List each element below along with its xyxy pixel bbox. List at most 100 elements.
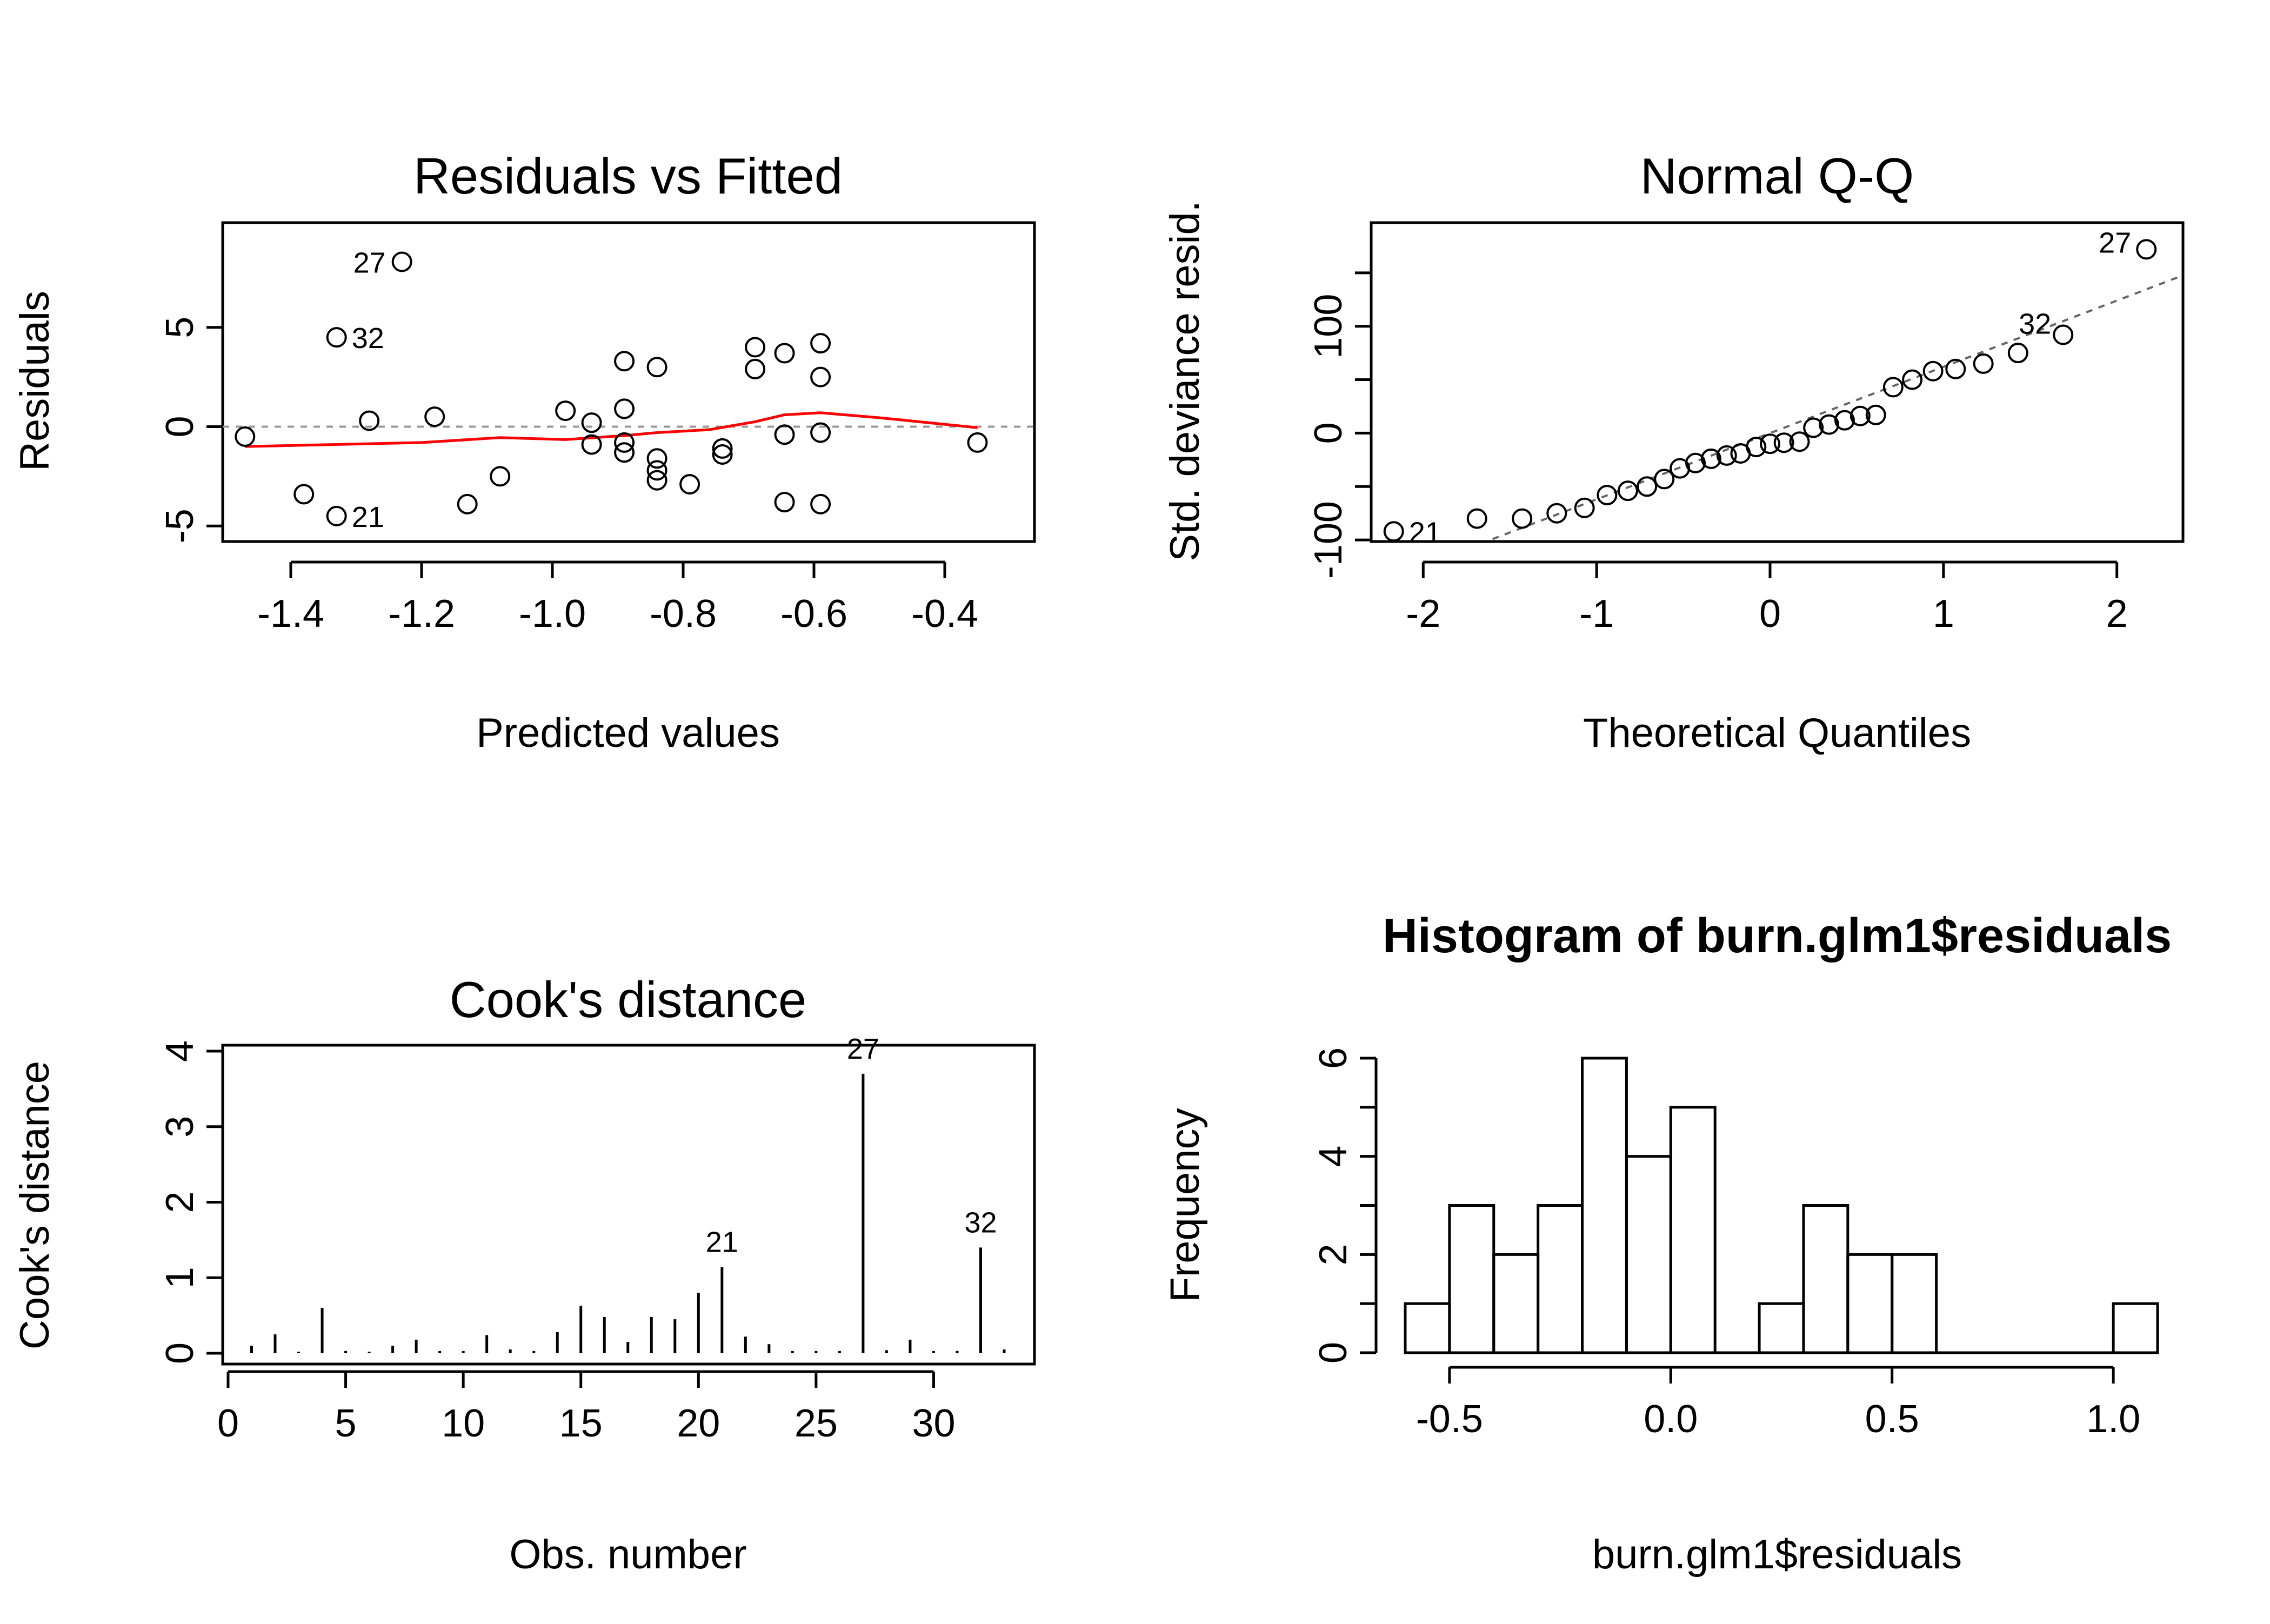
data-point [1773,432,1794,453]
data-point [614,442,635,463]
y-tick-label: -100 [1307,501,1350,579]
data-point [391,251,412,272]
data-point [967,432,988,453]
y-tick-label: 4 [1312,1146,1355,1167]
point-label: 32 [964,1206,997,1239]
data-point [1803,417,1824,438]
plot-frame [1370,221,2185,543]
x-tick-label: 0.5 [1865,1398,1919,1441]
normal-qq-panel: Normal Q-Q Theoretical Quantiles Std. de… [1162,148,2185,756]
y-tick-label: 1 [158,1267,202,1288]
data-point [1574,497,1595,518]
y-tick-label: 0 [1307,422,1350,444]
x-tick-label: 0 [1759,592,1781,636]
histogram-bar [1537,1204,1584,1354]
data-point [1850,405,1871,426]
point-label: 27 [847,1033,879,1065]
x-tick-label: 30 [912,1402,955,1445]
histogram-bar [1448,1204,1495,1354]
lowess-smoother-line [245,411,978,448]
data-point [1865,404,1886,425]
data-point [1973,353,1994,374]
data-point [614,432,635,453]
x-tick-label: 10 [442,1402,485,1445]
data-point [2007,343,2028,364]
histogram-bar [1802,1204,1850,1354]
x-tick-label: -1.2 [388,592,455,636]
data-point [424,406,445,427]
histogram-bar [1846,1253,1894,1354]
data-point [235,426,256,447]
data-point [1546,503,1567,524]
data-point [646,470,667,491]
data-point [745,358,766,379]
histogram-bar [1758,1302,1805,1354]
axes: -0.5 0.0 0.5 1.0 0 2 4 6 [1312,1047,2140,1441]
x-axis-label: Theoretical Quantiles [1583,710,1971,756]
data-point [810,366,831,387]
data-point [1759,433,1780,455]
x-tick-label: 2 [2106,592,2128,636]
data-point [581,412,602,433]
x-tick-label: 0 [217,1402,239,1445]
data-point [1746,437,1767,458]
x-tick-label: 1 [1933,592,1954,636]
y-tick-label: 0 [1312,1342,1355,1364]
x-tick-label: 0.0 [1644,1398,1698,1441]
data-point [712,438,733,459]
data-point [359,410,380,431]
data-point [1716,445,1737,466]
data-point [646,460,667,481]
data-point [679,474,700,495]
residuals-vs-fitted-panel: Residuals vs Fitted Predicted values Res… [12,148,1036,756]
y-tick-label: -5 [158,509,202,543]
data-point [2053,324,2074,345]
data-point [1789,431,1810,452]
axes: -1.4 -1.2 -1.0 -0.8 -0.6 -0.4 -5 0 5 [158,317,978,636]
point-label: 27 [2099,226,2131,259]
data-point [774,424,795,445]
plot-marks [1404,1057,2159,1354]
data-point [1882,377,1904,398]
y-tick-label: 2 [158,1191,202,1213]
data-point [712,444,733,465]
cooks-distance-panel: Cook's distance Obs. number Cook's dista… [12,971,1036,1578]
y-tick-label: 0 [158,416,202,437]
data-point [1945,358,1966,379]
data-point [293,484,315,505]
y-axis-label: Cook's distance [12,1061,58,1349]
data-point [326,327,347,348]
y-tick-label: 5 [158,317,202,338]
x-tick-label: 5 [335,1402,357,1445]
data-point [581,434,602,455]
y-tick-label: 100 [1307,294,1350,359]
chart-title: Residuals vs Fitted [413,148,843,204]
y-axis-label: Std. deviance resid. [1162,201,1208,562]
data-point [646,448,667,469]
plot-marks: 21 27 32 [250,1033,1006,1353]
x-axis-label: burn.glm1$residuals [1592,1532,1962,1578]
axes: 0 5 10 15 20 25 30 0 1 2 3 4 [158,1040,956,1445]
point-label: 27 [353,246,386,279]
plot-frame [221,221,1036,543]
x-axis-label: Predicted values [476,710,780,756]
data-point [555,400,576,422]
data-point [1902,369,1923,390]
residuals-histogram-panel: Histogram of burn.glm1$residuals burn.gl… [1162,909,2172,1578]
data-point [1597,485,1618,506]
x-tick-label: -2 [1406,592,1440,636]
x-tick-label: -0.8 [650,592,717,636]
data-point [774,492,795,513]
histogram-bar [1669,1106,1717,1354]
y-tick-label: 4 [158,1040,202,1062]
data-point [1819,414,1840,435]
data-point [614,351,635,372]
histogram-bar [2112,1302,2159,1354]
y-axis-label: Residuals [12,291,58,471]
x-tick-label: -0.4 [911,592,978,636]
point-label: 21 [1409,516,1441,549]
y-tick-label: 6 [1312,1047,1355,1069]
data-point [1383,521,1404,542]
